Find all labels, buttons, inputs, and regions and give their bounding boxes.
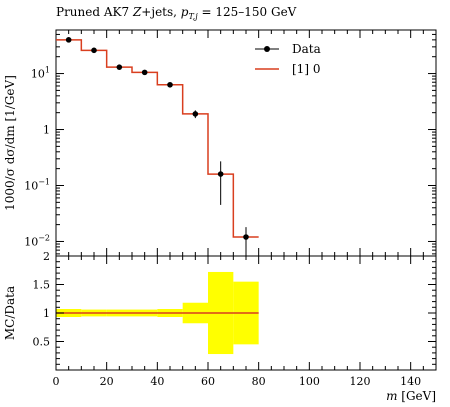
data-point <box>141 69 148 76</box>
main-y-ticks: 101 1 10−1 10−2 <box>24 29 436 255</box>
x-tick-label: 0 <box>53 375 60 388</box>
x-axis-unit: [GeV] <box>397 389 436 403</box>
x-tick-label: 120 <box>350 375 371 388</box>
legend-data-marker <box>264 46 270 52</box>
x-tick-label: 40 <box>150 375 164 388</box>
x-tick-label: 80 <box>252 375 266 388</box>
ratio-y-tick-label: 0.5 <box>33 336 51 349</box>
y-tick-label: 101 <box>31 66 50 81</box>
y-tick-label: 1 <box>43 124 50 137</box>
data-point <box>243 234 249 240</box>
ratio-y-axis-label: MC/Data <box>3 286 17 340</box>
ratio-y-tick-label: 2 <box>43 250 50 263</box>
main-x-ticks <box>55 30 437 256</box>
title-main: Pruned AK7 <box>56 5 133 19</box>
y-tick-label: 10−1 <box>24 177 50 192</box>
x-axis-var: m <box>386 389 397 403</box>
legend-mc-label: [1] 0 <box>292 62 320 76</box>
x-tick-label: 100 <box>299 375 320 388</box>
data-point <box>65 37 72 43</box>
data-point <box>91 47 97 54</box>
chart-title: Pruned AK7 Z+jets, pT,j = 125–150 GeV <box>56 5 297 21</box>
y-tick-label: 10−2 <box>24 233 50 248</box>
data-point <box>192 111 199 117</box>
x-tick-label: 60 <box>201 375 215 388</box>
ratio-y-tick-label: 1 <box>43 307 50 320</box>
data-point <box>116 64 123 70</box>
x-tick-label: 140 <box>400 375 421 388</box>
mc-histogram-line <box>56 39 259 238</box>
data-point <box>167 81 173 88</box>
legend: Data [1] 0 <box>255 42 321 76</box>
title-range: = 125–150 GeV <box>198 5 297 19</box>
title-z: Z <box>132 5 142 19</box>
title-jets: +jets, <box>141 5 181 19</box>
title-sub: T,j <box>188 12 198 21</box>
x-tick-label: 20 <box>100 375 114 388</box>
ratio-y-ticks: 0.5 1 1.5 2 <box>33 250 436 365</box>
legend-data-label: Data <box>292 42 321 56</box>
ratio-panel: 0.5 1 1.5 2 0 20 40 60 80 100 120 140 <box>33 250 437 388</box>
title-p: p <box>181 5 189 19</box>
main-y-axis-label: 1000/σ dσ/dm [1/GeV] <box>3 75 17 211</box>
x-axis-label: m [GeV] <box>386 389 436 403</box>
main-panel: 101 1 10−1 10−2 <box>24 29 437 257</box>
main-panel-frame <box>55 29 437 257</box>
data-points <box>65 37 249 256</box>
data-point <box>217 171 224 177</box>
ratio-x-ticks: 0 20 40 60 80 100 120 140 <box>53 256 437 388</box>
ratio-y-tick-label: 1.5 <box>33 279 51 292</box>
